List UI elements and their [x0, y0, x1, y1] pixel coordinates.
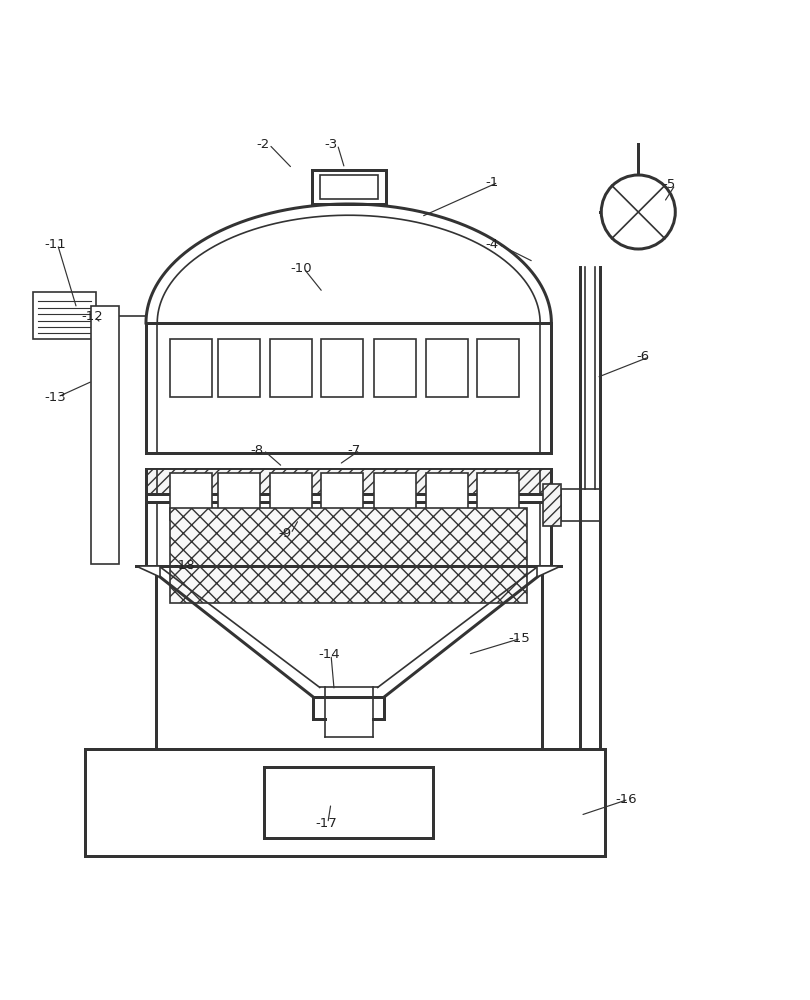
- Bar: [561, 489, 601, 521]
- Bar: [96, 308, 108, 324]
- Text: -8: -8: [250, 444, 264, 457]
- Text: -14: -14: [318, 648, 339, 661]
- Bar: [170, 508, 527, 603]
- Bar: [322, 473, 363, 520]
- Text: -18: -18: [173, 559, 195, 572]
- Bar: [477, 473, 519, 520]
- Text: -13: -13: [45, 391, 66, 404]
- Bar: [312, 170, 386, 204]
- Bar: [170, 339, 212, 397]
- Bar: [33, 292, 96, 339]
- Text: -10: -10: [291, 262, 313, 275]
- Text: -6: -6: [637, 350, 650, 363]
- Text: -5: -5: [663, 178, 676, 191]
- Bar: [426, 473, 467, 520]
- Text: -11: -11: [45, 238, 66, 251]
- Bar: [374, 473, 416, 520]
- Circle shape: [601, 175, 676, 249]
- Bar: [322, 339, 363, 397]
- Text: -7: -7: [347, 444, 360, 457]
- Bar: [146, 469, 552, 494]
- Bar: [85, 749, 604, 856]
- Bar: [477, 339, 519, 397]
- Text: -12: -12: [82, 310, 104, 323]
- Bar: [219, 473, 260, 520]
- Bar: [170, 473, 212, 520]
- Bar: [320, 175, 377, 199]
- Polygon shape: [537, 566, 561, 577]
- Bar: [544, 484, 561, 526]
- Text: -1: -1: [485, 176, 499, 189]
- Bar: [270, 473, 312, 520]
- Bar: [264, 767, 433, 838]
- Text: -15: -15: [508, 632, 530, 645]
- Text: -16: -16: [616, 793, 637, 806]
- Polygon shape: [136, 566, 160, 577]
- Text: -3: -3: [325, 138, 338, 151]
- Bar: [270, 339, 312, 397]
- Text: -2: -2: [256, 138, 270, 151]
- Text: -4: -4: [485, 238, 499, 251]
- Bar: [374, 339, 416, 397]
- Bar: [426, 339, 467, 397]
- Bar: [92, 306, 118, 564]
- Text: -9: -9: [278, 527, 291, 540]
- Bar: [219, 339, 260, 397]
- Text: -17: -17: [315, 817, 337, 830]
